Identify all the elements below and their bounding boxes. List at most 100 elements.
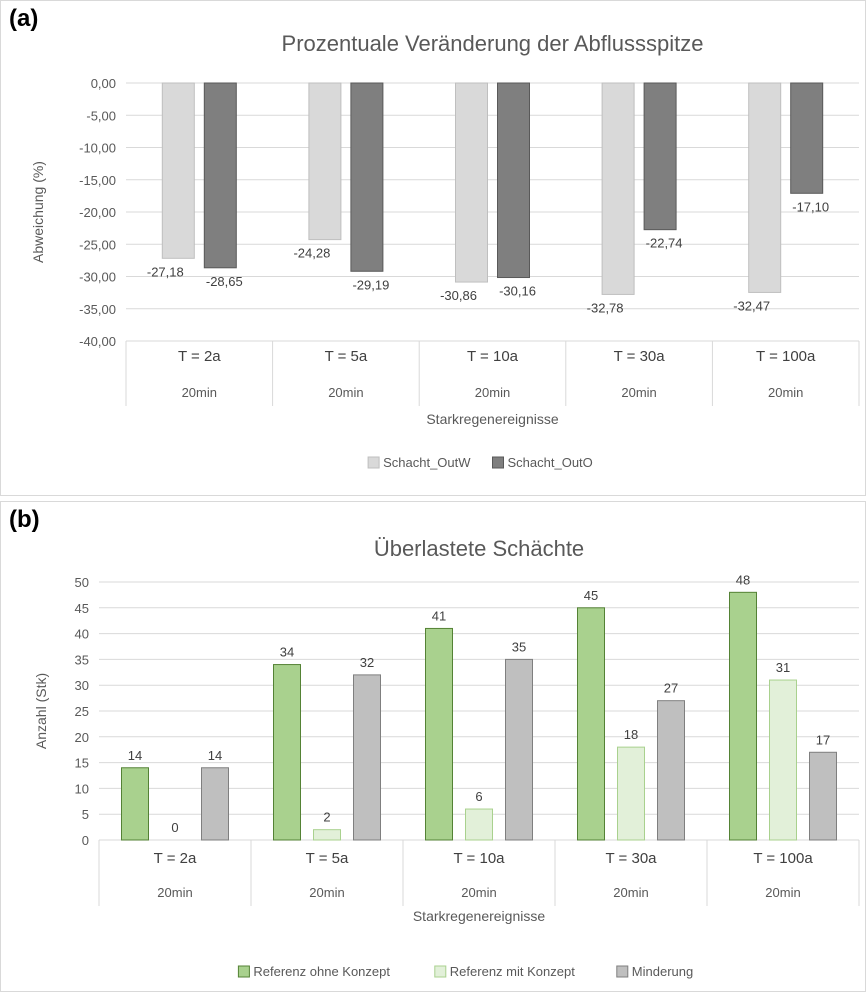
legend-label: Minderung: [632, 964, 693, 979]
data-label: -27,18: [147, 264, 184, 279]
category-label: T = 5a: [306, 850, 349, 867]
data-label: -22,74: [646, 236, 683, 251]
bar-schacht_outo: [790, 82, 824, 194]
subcategory-label: 20min: [621, 385, 656, 400]
y-tick-label: -35,00: [79, 302, 116, 317]
data-label: -24,28: [293, 246, 330, 261]
data-label: 2: [323, 810, 330, 825]
legend-label: Schacht_OutW: [383, 455, 471, 470]
chart-b-svg: Überlastete Schächte50454035302520151050…: [33, 536, 860, 979]
y-tick-label: -10,00: [79, 141, 116, 156]
bar-minderung: [353, 674, 381, 841]
data-label: 14: [128, 748, 142, 763]
bar-schacht_outw: [308, 82, 342, 241]
y-tick-label: 25: [75, 704, 89, 719]
subcategory-label: 20min: [328, 385, 363, 400]
subcategory-label: 20min: [309, 885, 344, 900]
subcategory-label: 20min: [182, 385, 217, 400]
y-tick-label: 0: [82, 833, 89, 848]
bar-referenz-mit-konzept: [617, 746, 645, 841]
legend-label: Schacht_OutO: [508, 455, 593, 470]
data-label: 45: [584, 588, 598, 603]
y-tick-label: -20,00: [79, 205, 116, 220]
legend-swatch: [367, 456, 380, 469]
y-tick-label: -15,00: [79, 173, 116, 188]
bar-schacht_outw: [455, 82, 488, 283]
y-tick-label: 5: [82, 807, 89, 822]
data-label: -17,10: [792, 199, 829, 214]
y-tick-label: 40: [75, 627, 89, 642]
legend-swatch: [616, 965, 629, 978]
category-label: T = 2a: [154, 850, 197, 867]
bar-minderung: [657, 700, 685, 841]
subcategory-label: 20min: [157, 885, 192, 900]
legend-swatch: [492, 456, 504, 469]
data-label: -30,86: [440, 288, 477, 303]
subcategory-label: 20min: [461, 885, 496, 900]
category-label: T = 5a: [325, 348, 368, 365]
bar-referenz-mit-konzept: [313, 829, 341, 841]
data-label: -32,78: [587, 300, 624, 315]
bar-referenz-ohne-konzept: [121, 767, 149, 841]
y-axis-label: Anzahl (Stk): [33, 673, 49, 749]
bar-referenz-ohne-konzept: [577, 607, 605, 841]
bar-schacht_outo: [497, 82, 530, 279]
category-label: T = 100a: [753, 850, 813, 867]
bar-schacht_outw: [601, 82, 635, 295]
data-label: 41: [432, 608, 446, 623]
x-axis-label: Starkregenereignisse: [426, 411, 559, 427]
subcategory-label: 20min: [768, 385, 803, 400]
y-tick-label: 20: [75, 730, 89, 745]
data-label: -30,16: [499, 284, 536, 299]
category-label: T = 2a: [178, 348, 221, 365]
y-tick-label: 50: [75, 575, 89, 590]
data-label: 18: [624, 727, 638, 742]
data-label: 34: [280, 645, 294, 660]
category-label: T = 30a: [614, 348, 666, 365]
chart-title: Prozentuale Veränderung der Abflussspitz…: [282, 31, 704, 56]
y-tick-label: 15: [75, 756, 89, 771]
legend-label: Referenz mit Konzept: [450, 964, 575, 979]
bar-referenz-ohne-konzept: [425, 627, 453, 841]
panel-label-a: (a): [9, 5, 39, 32]
category-label: T = 100a: [756, 348, 816, 365]
data-label: 6: [475, 789, 482, 804]
bar-schacht_outo: [203, 82, 237, 269]
y-tick-label: 10: [75, 781, 89, 796]
panel-label-b: (b): [9, 506, 40, 533]
bar-referenz-ohne-konzept: [729, 591, 757, 841]
bar-schacht_outo: [643, 82, 677, 231]
y-tick-label: -25,00: [79, 237, 116, 252]
y-tick-label: -40,00: [79, 334, 116, 349]
chart-panel-a: (a) Prozentuale Veränderung der Abflusss…: [0, 0, 866, 496]
chart-title: Überlastete Schächte: [374, 536, 584, 561]
y-tick-label: -5,00: [86, 108, 116, 123]
data-label: -28,65: [206, 274, 243, 289]
legend-swatch: [237, 965, 250, 978]
data-label: 32: [360, 655, 374, 670]
data-label: -29,19: [352, 277, 389, 292]
data-label: 0: [171, 820, 178, 835]
subcategory-label: 20min: [475, 385, 510, 400]
chart-a-svg: Prozentuale Veränderung der Abflussspitz…: [30, 31, 860, 470]
y-axis-label: Abweichung (%): [30, 161, 46, 263]
y-tick-label: 30: [75, 678, 89, 693]
subcategory-label: 20min: [613, 885, 648, 900]
bar-minderung: [201, 767, 229, 841]
subcategory-label: 20min: [765, 885, 800, 900]
category-label: T = 10a: [453, 850, 505, 867]
bar-minderung: [505, 658, 533, 841]
data-label: 17: [816, 732, 830, 747]
bar-referenz-mit-konzept: [465, 808, 493, 841]
data-label: 27: [664, 681, 678, 696]
data-label: 14: [208, 748, 222, 763]
legend-swatch: [434, 965, 447, 978]
data-label: 31: [776, 660, 790, 675]
data-label: 48: [736, 572, 750, 587]
bar-schacht_outw: [748, 82, 782, 293]
chart-panel-b: (b) Überlastete Schächte 50 45 40 35 30 25 20 15…: [0, 501, 866, 992]
category-label: T = 30a: [605, 850, 657, 867]
bar-minderung: [809, 751, 837, 841]
bar-schacht_outw: [161, 82, 195, 259]
bar-schacht_outo: [350, 82, 384, 272]
